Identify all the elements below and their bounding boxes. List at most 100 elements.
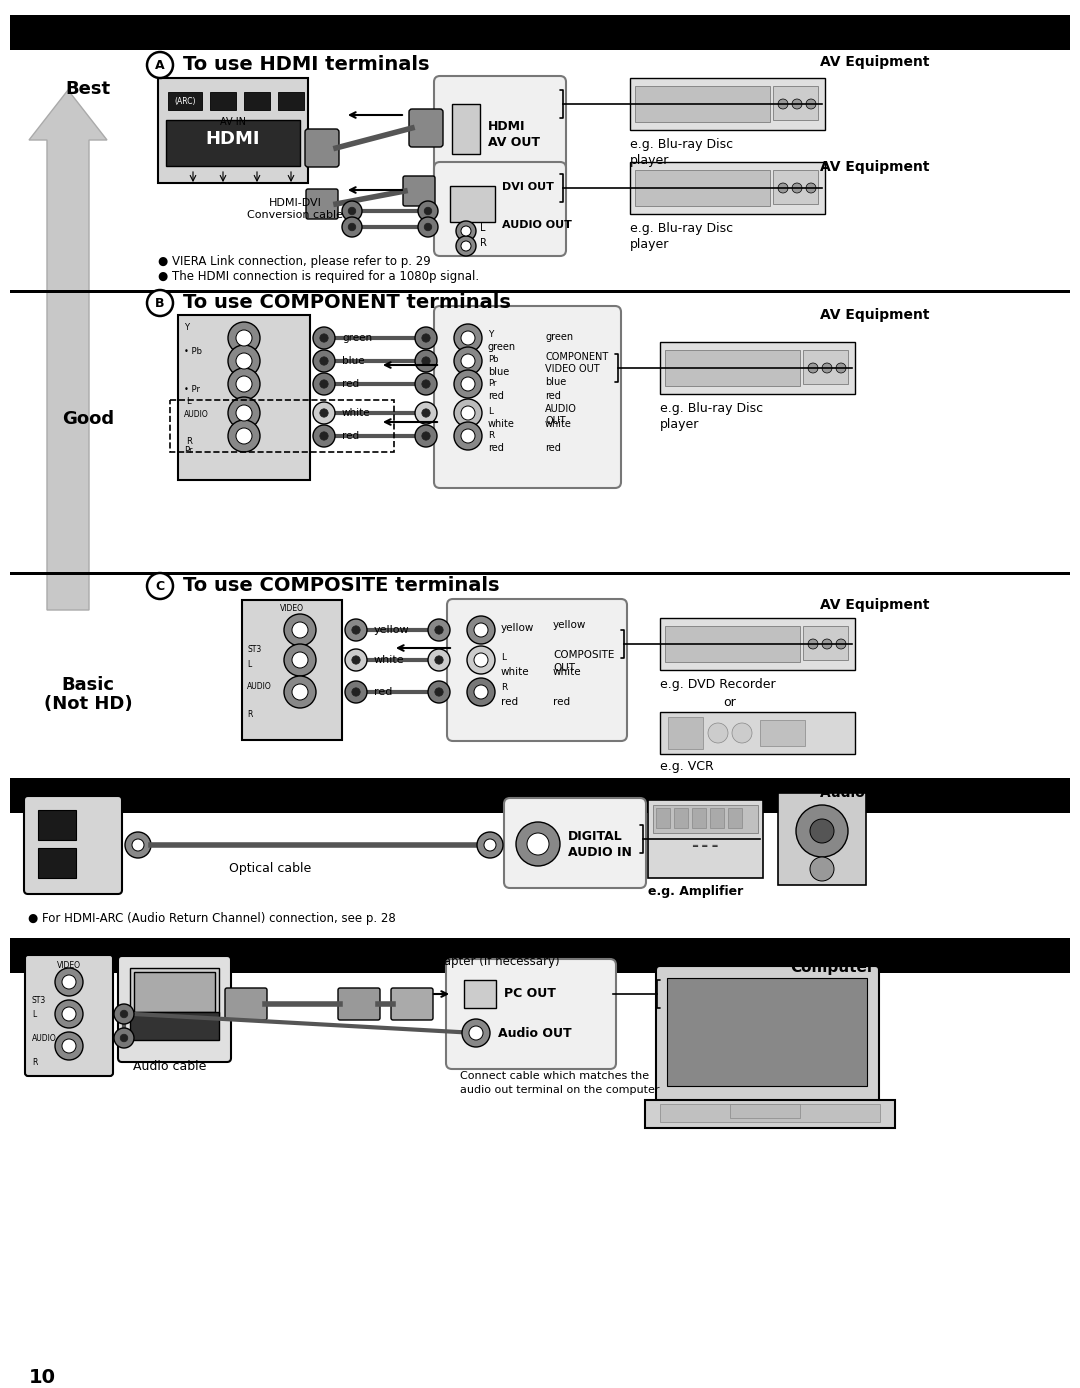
- Bar: [660, 712, 855, 754]
- Circle shape: [822, 638, 832, 650]
- Bar: [166, 119, 300, 167]
- Circle shape: [320, 357, 328, 365]
- Circle shape: [313, 350, 335, 372]
- Circle shape: [810, 819, 834, 843]
- FancyBboxPatch shape: [434, 76, 566, 186]
- Text: L: L: [488, 407, 492, 416]
- Bar: [674, 808, 688, 829]
- Text: OUT: OUT: [553, 663, 575, 673]
- Bar: [10, 15, 1070, 50]
- Text: R: R: [488, 432, 495, 440]
- Text: Pr: Pr: [488, 379, 497, 389]
- Circle shape: [806, 183, 816, 193]
- Bar: [453, 104, 480, 154]
- Text: Y: Y: [488, 330, 494, 339]
- Text: R: R: [480, 237, 487, 248]
- FancyBboxPatch shape: [338, 988, 380, 1020]
- Text: red: red: [488, 391, 504, 401]
- Circle shape: [454, 422, 482, 450]
- Text: white: white: [342, 408, 370, 418]
- FancyArrow shape: [29, 90, 107, 609]
- Circle shape: [342, 217, 362, 237]
- Circle shape: [422, 409, 430, 418]
- Circle shape: [474, 623, 488, 637]
- Text: To use COMPOSITE terminals: To use COMPOSITE terminals: [183, 576, 499, 595]
- Text: AUDIO OUT: AUDIO OUT: [502, 221, 572, 230]
- Text: red: red: [545, 443, 561, 452]
- FancyBboxPatch shape: [409, 110, 443, 147]
- Text: To use HDMI terminals: To use HDMI terminals: [183, 56, 430, 74]
- Text: L: L: [501, 652, 507, 662]
- Text: 10: 10: [28, 1369, 55, 1387]
- Bar: [210, 92, 237, 110]
- Text: white: white: [545, 419, 572, 429]
- Text: player: player: [630, 237, 670, 251]
- Circle shape: [55, 1033, 83, 1060]
- Text: VIDEO: VIDEO: [280, 604, 303, 613]
- Text: Audio OUT: Audio OUT: [498, 1027, 571, 1040]
- Text: Computer: Computer: [789, 960, 875, 974]
- Text: e.g. Blu-ray Disc: e.g. Blu-ray Disc: [630, 222, 733, 235]
- Bar: [728, 808, 742, 829]
- Text: Basic: Basic: [62, 676, 114, 694]
- Circle shape: [454, 323, 482, 353]
- Text: B: B: [156, 297, 165, 310]
- Text: Connect cable which matches the: Connect cable which matches the: [460, 1072, 649, 1081]
- Circle shape: [836, 638, 846, 650]
- Text: AV OUT: AV OUT: [488, 136, 540, 149]
- Text: e.g. Blu-ray Disc: e.g. Blu-ray Disc: [660, 403, 764, 415]
- Text: red: red: [342, 432, 360, 441]
- Bar: [667, 979, 867, 1085]
- Circle shape: [292, 622, 308, 638]
- Circle shape: [808, 364, 818, 373]
- Bar: [760, 720, 805, 745]
- Text: yellow: yellow: [501, 623, 535, 633]
- Text: AUDIO IN: AUDIO IN: [568, 847, 632, 859]
- Text: red: red: [342, 379, 360, 389]
- Bar: [244, 92, 270, 110]
- Circle shape: [461, 242, 471, 251]
- Text: R: R: [501, 683, 508, 693]
- Circle shape: [456, 221, 476, 242]
- Circle shape: [732, 723, 752, 743]
- Circle shape: [435, 626, 443, 634]
- Text: audio out terminal on the computer: audio out terminal on the computer: [460, 1085, 660, 1095]
- Circle shape: [120, 1034, 127, 1042]
- Text: AV IN: AV IN: [220, 117, 246, 126]
- Bar: [158, 78, 308, 183]
- Text: white: white: [553, 668, 582, 677]
- Circle shape: [62, 1040, 76, 1053]
- Bar: [660, 1103, 880, 1122]
- Bar: [660, 618, 855, 670]
- Text: L: L: [186, 397, 191, 407]
- Text: player: player: [660, 418, 700, 432]
- Text: green: green: [488, 341, 516, 353]
- Circle shape: [284, 644, 316, 676]
- Circle shape: [415, 328, 437, 348]
- Circle shape: [415, 373, 437, 396]
- Text: Y: Y: [184, 323, 189, 332]
- Circle shape: [147, 51, 173, 78]
- Circle shape: [284, 613, 316, 645]
- Text: Best: Best: [66, 81, 110, 99]
- Circle shape: [55, 999, 83, 1029]
- Text: L: L: [32, 1010, 37, 1019]
- Text: ● VIERA Link connection, please refer to p. 29: ● VIERA Link connection, please refer to…: [158, 255, 431, 268]
- FancyBboxPatch shape: [306, 189, 338, 219]
- Text: green: green: [342, 333, 373, 343]
- Circle shape: [806, 99, 816, 110]
- Bar: [168, 92, 202, 110]
- Circle shape: [792, 183, 802, 193]
- Text: Pr: Pr: [184, 446, 192, 455]
- Circle shape: [292, 684, 308, 700]
- Circle shape: [415, 425, 437, 447]
- Circle shape: [808, 638, 818, 650]
- Circle shape: [810, 856, 834, 881]
- Circle shape: [292, 652, 308, 668]
- Circle shape: [313, 328, 335, 348]
- Circle shape: [228, 322, 260, 354]
- Text: • Pb: • Pb: [184, 347, 202, 355]
- Circle shape: [474, 652, 488, 668]
- Circle shape: [467, 677, 495, 706]
- Circle shape: [237, 428, 252, 444]
